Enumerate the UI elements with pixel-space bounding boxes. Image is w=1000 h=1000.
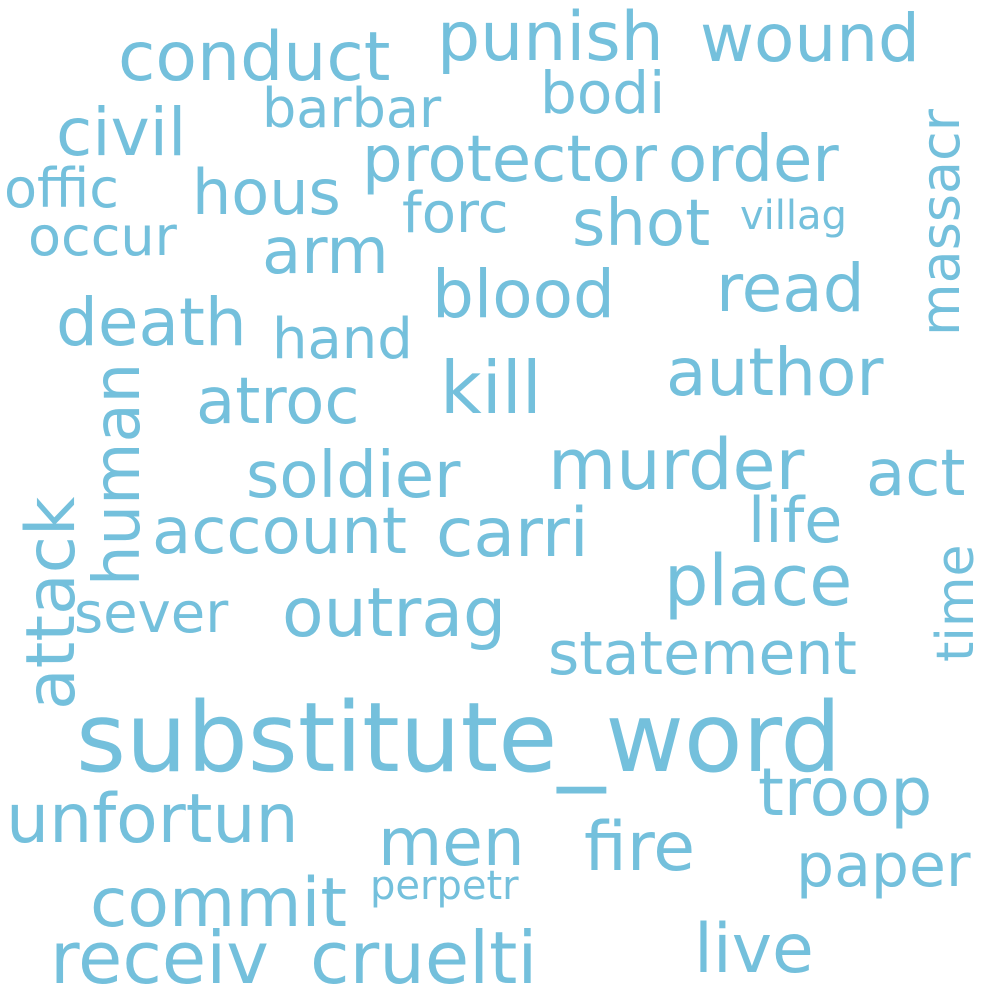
word-place: place (664, 540, 853, 622)
word-wound: wound (700, 0, 920, 77)
word-kill: kill (440, 346, 542, 430)
word-conduct: conduct (118, 18, 391, 97)
word-account: account (152, 495, 407, 569)
word-commit: commit (90, 864, 348, 943)
word-death: death (56, 284, 247, 361)
word-author: author (666, 334, 884, 411)
word-civil: civil (56, 94, 187, 171)
word-act: act (866, 437, 966, 511)
word-read: read (716, 250, 865, 327)
word-barbar: barbar (262, 77, 442, 140)
word-villag: villag (740, 193, 847, 239)
word-receiv: receiv (50, 916, 269, 1000)
word-unfortun: unfortun (6, 780, 299, 859)
word-carri: carri (436, 494, 589, 573)
word-time: time (926, 544, 986, 662)
word-fire: fire (584, 808, 696, 887)
word-murder: murder (548, 424, 805, 506)
word-men: men (378, 804, 525, 881)
word-offic: offic (4, 157, 119, 220)
word-protector: protector (362, 123, 657, 197)
word-live: live (694, 910, 814, 989)
word-occur: occur (28, 205, 177, 268)
word-life: life (748, 484, 843, 557)
word-atroc: atroc (196, 365, 360, 439)
word-soldier: soldier (246, 439, 461, 513)
word-arm: arm (262, 215, 389, 289)
word-outrag: outrag (282, 574, 507, 653)
word-human: human (81, 362, 155, 586)
word-hand: hand (272, 307, 413, 372)
word-punish: punish (437, 0, 664, 77)
word-blood: blood (432, 256, 615, 333)
word-sever: sever (74, 581, 229, 646)
word-perpetr: perpetr (370, 863, 519, 909)
word-paper: paper (796, 831, 971, 901)
word-statement: statement (548, 619, 857, 689)
word-bodi: bodi (540, 59, 666, 127)
word-hous: hous (192, 156, 341, 229)
word-troop: troop (758, 754, 933, 831)
word-cruelti: cruelti (310, 916, 538, 1000)
word-shot: shot (572, 187, 711, 261)
word-substitute-word: substitute_word (76, 682, 842, 794)
word-forc: forc (402, 181, 509, 246)
word-massacr: massacr (909, 109, 972, 336)
word-order: order (668, 123, 839, 197)
